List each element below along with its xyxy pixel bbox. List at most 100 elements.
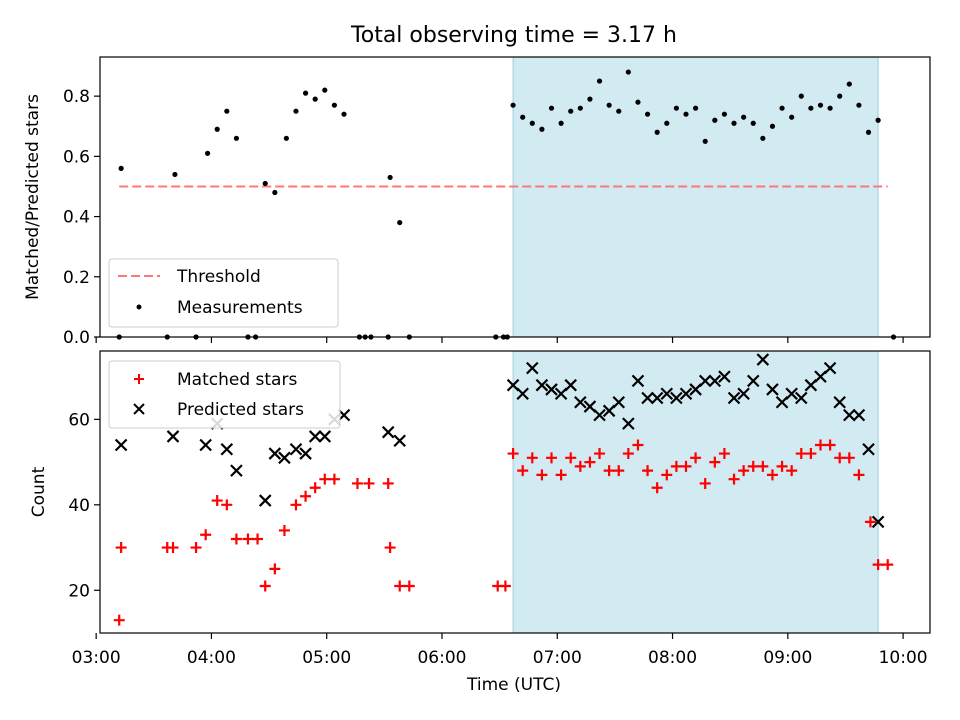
- matched-point: [766, 469, 778, 481]
- matched-point: [382, 477, 394, 489]
- ratio-x-ticks: [95, 337, 904, 343]
- matched-point: [613, 465, 625, 477]
- predicted-point: [718, 370, 731, 383]
- matched-point: [622, 448, 634, 460]
- matched-point: [814, 439, 826, 451]
- measurement-point: [262, 180, 268, 187]
- measurement-point: [856, 102, 862, 108]
- measurement-point: [741, 114, 747, 120]
- predicted-point: [516, 387, 529, 401]
- predicted-point: [258, 494, 272, 507]
- x-tick-label: 09:00: [763, 648, 812, 668]
- measurement-point: [721, 111, 728, 117]
- measurement-point: [827, 105, 833, 111]
- matched-point: [167, 542, 179, 554]
- count-points: [113, 353, 894, 626]
- x-tick-label: 07:00: [533, 648, 582, 668]
- predicted-point: [670, 391, 683, 405]
- predicted-point: [299, 447, 312, 460]
- matched-point: [499, 580, 511, 592]
- predicted-point: [268, 447, 282, 460]
- matched-point: [738, 465, 750, 477]
- matched-point: [526, 452, 538, 464]
- predicted-point: [526, 361, 539, 375]
- matched-point: [517, 465, 529, 477]
- y-tick-label: 0.8: [63, 87, 90, 107]
- measurement-point: [118, 165, 124, 171]
- predicted-point: [535, 378, 549, 392]
- measurement-point: [558, 120, 564, 126]
- matched-point: [403, 580, 415, 592]
- matched-point: [603, 465, 615, 477]
- measurement-point: [397, 219, 403, 226]
- ratio-legend: Threshold Measurements: [108, 258, 339, 328]
- x-tick-label: 04:00: [187, 648, 236, 668]
- x-tick-label: 10:00: [879, 648, 928, 668]
- measurement-point: [779, 105, 785, 111]
- measurement-point: [172, 171, 178, 178]
- measurement-point: [587, 96, 593, 102]
- measurement-point: [683, 111, 689, 117]
- matched-point: [661, 469, 673, 481]
- measurement-point: [644, 111, 651, 117]
- predicted-point: [308, 430, 322, 443]
- measurement-point: [387, 174, 393, 181]
- matched-point: [786, 465, 798, 477]
- measurement-point: [625, 69, 631, 75]
- matched-point: [584, 456, 596, 468]
- x-tick-label: 08:00: [648, 648, 697, 668]
- predicted-point: [871, 515, 885, 529]
- ratio-y-label: Matched/Predicted stars: [23, 94, 43, 300]
- measurement-point: [568, 108, 574, 114]
- x-tick-label: 05:00: [302, 648, 351, 668]
- measurement-point: [322, 87, 328, 93]
- y-tick-label: 0.2: [63, 268, 90, 288]
- matched-point: [747, 460, 759, 472]
- matched-point: [384, 542, 396, 554]
- measurement-point: [283, 135, 289, 141]
- predicted-point: [833, 395, 846, 409]
- measurement-point: [272, 189, 278, 196]
- matched-point: [805, 448, 817, 460]
- observing-window-bottom: [512, 350, 879, 634]
- matched-point: [252, 533, 264, 545]
- measurement-point: [865, 129, 872, 135]
- matched-point: [699, 477, 711, 489]
- matched-point: [843, 452, 855, 464]
- matched-point: [269, 563, 281, 575]
- measurement-point: [664, 120, 670, 126]
- matched-point: [853, 469, 865, 481]
- measurement-point: [817, 102, 824, 108]
- matched-point: [190, 542, 202, 554]
- matched-legend-label: Matched stars: [177, 370, 297, 390]
- y-tick-label: 0.6: [63, 147, 90, 167]
- count-x-ticks: 03:00 04:00 05:00 06:00 07:00 08:00 09:00 10:00: [72, 633, 928, 668]
- measurement-point: [808, 105, 814, 111]
- predicted-point: [698, 374, 712, 388]
- measurement-point: [750, 120, 756, 126]
- count-panel: 20 40 60 03:00 04:00 05:00 06:00 07:00 08:00 09:…: [29, 350, 931, 695]
- measurement-point: [302, 90, 309, 96]
- predicted-point: [220, 442, 234, 456]
- measurement-point: [596, 78, 603, 84]
- measurement-point: [789, 114, 795, 120]
- measurements-legend-swatch: [136, 304, 142, 310]
- matched-point: [834, 452, 846, 464]
- measurement-point: [769, 123, 776, 129]
- matched-point: [278, 524, 290, 536]
- predicted-point: [574, 395, 587, 409]
- matched-point: [363, 477, 375, 489]
- matched-point: [211, 495, 223, 507]
- measurement-point: [341, 111, 347, 117]
- count-y-label: Count: [29, 466, 49, 517]
- measurement-point: [731, 120, 737, 126]
- y-tick-label: 0.0: [63, 328, 90, 348]
- ratio-legend-frame: [108, 258, 339, 328]
- matched-point: [309, 482, 321, 494]
- count-axes-frame: [99, 350, 931, 634]
- measurement-point: [312, 96, 318, 102]
- predicted-point: [230, 464, 243, 477]
- ratio-y-ticks: 0.0 0.2 0.4 0.6 0.8: [63, 87, 100, 348]
- measurement-points: [116, 69, 897, 340]
- measurement-point: [331, 102, 337, 108]
